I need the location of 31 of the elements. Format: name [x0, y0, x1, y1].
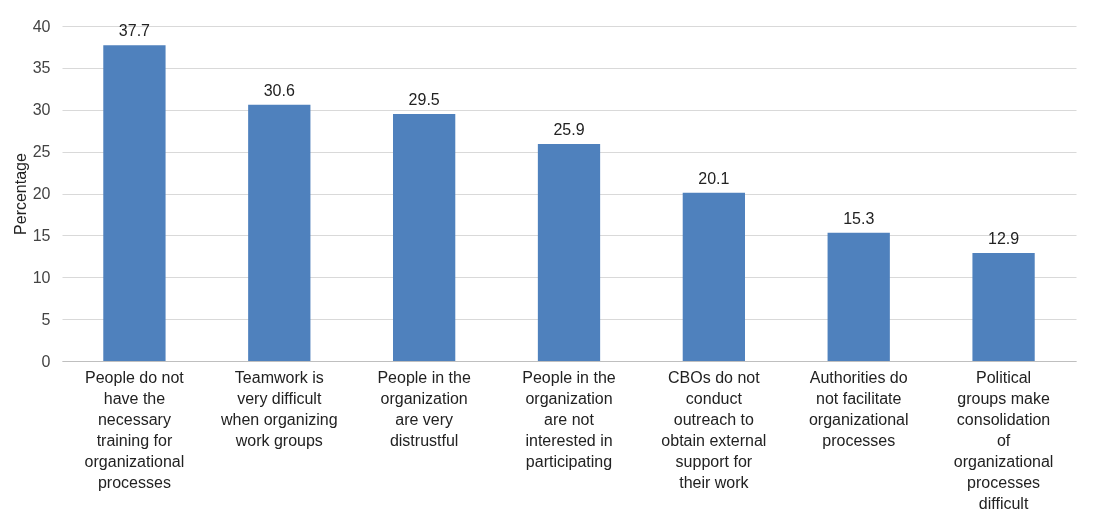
bar [537, 144, 601, 361]
bar [827, 232, 890, 361]
y-tick-label: 5 [41, 310, 51, 328]
bar [103, 45, 166, 361]
x-tick-label: Teamwork is very difficult when organizing work groups [220, 368, 338, 449]
data-label: 20.1 [698, 169, 730, 187]
y-tick-label: 25 [32, 143, 51, 161]
x-tick-label: Authorities do not facilitate organizational processes [808, 368, 909, 449]
data-label: 37.7 [118, 22, 151, 40]
bar [393, 113, 456, 361]
x-tick-label: CBOs do not conduct outreach to obtain external support for their work [661, 368, 767, 491]
x-tick-label: People do not have the necessary training for organizational processes [84, 368, 185, 491]
x-tick-label: People in the organization are not interested in participating [522, 368, 616, 470]
y-tick-label: 15 [32, 226, 51, 244]
data-label: 12.9 [988, 229, 1020, 247]
bar [248, 104, 311, 361]
y-tick-label: 20 [32, 185, 51, 202]
y-tick-label: 40 [32, 17, 51, 35]
x-tick-label: People in the organization are very distrustful [377, 368, 471, 449]
x-tick-label: Political groups make consolidation of organizational processes difficult [953, 368, 1054, 512]
data-label: 25.9 [553, 121, 585, 139]
bar [682, 192, 745, 361]
y-tick-label: 10 [32, 268, 51, 286]
data-label: 30.6 [263, 81, 295, 99]
data-label: 29.5 [408, 90, 440, 108]
bar [972, 252, 1035, 361]
y-tick-label: 0 [41, 352, 51, 370]
y-tick-label: 35 [32, 59, 51, 77]
data-label: 15.3 [843, 209, 875, 227]
y-axis-title: Percentage [11, 152, 29, 235]
y-tick-label: 30 [32, 101, 51, 119]
